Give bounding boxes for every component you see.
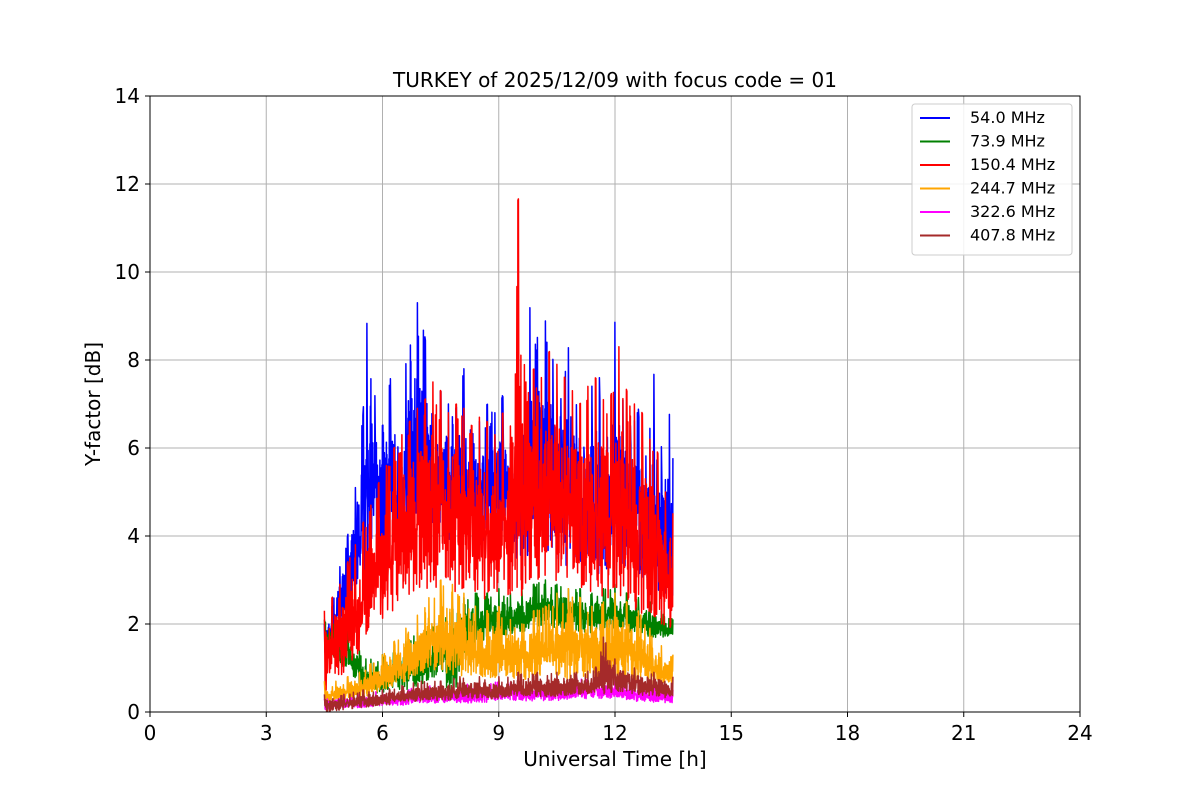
y-tick-label: 10: [115, 260, 140, 284]
x-tick-label: 21: [951, 721, 976, 745]
plot-area: [323, 198, 674, 713]
legend-label: 73.9 MHz: [970, 132, 1045, 151]
series-line-3: [323, 579, 674, 703]
legend-label: 407.8 MHz: [970, 226, 1055, 245]
legend-label: 150.4 MHz: [970, 155, 1055, 174]
x-tick-label: 6: [376, 721, 389, 745]
legend-label: 54.0 MHz: [970, 108, 1045, 127]
x-axis-label: Universal Time [h]: [523, 747, 706, 771]
x-tick-label: 15: [719, 721, 744, 745]
x-tick-label: 18: [835, 721, 860, 745]
series-line-2: [323, 198, 674, 691]
x-tick-label: 3: [260, 721, 273, 745]
legend-label: 322.6 MHz: [970, 202, 1055, 221]
legend: 54.0 MHz 73.9 MHz 150.4 MHz 244.7 MHz 322.6…: [911, 103, 1073, 256]
y-axis-label: Y-factor [dB]: [81, 342, 105, 467]
x-axis: 0 3 6 9 12 15 18 21 24: [144, 712, 1093, 745]
x-tick-label: 12: [602, 721, 627, 745]
legend-label: 244.7 MHz: [970, 179, 1055, 198]
legend-box: [911, 103, 1073, 256]
y-axis: 0 2 4 6 8 10 12 14: [115, 84, 150, 724]
y-tick-label: 0: [127, 700, 140, 724]
y-tick-label: 4: [127, 524, 140, 548]
y-tick-label: 12: [115, 172, 140, 196]
x-tick-label: 0: [144, 721, 157, 745]
y-tick-label: 8: [127, 348, 140, 372]
x-tick-label: 9: [492, 721, 505, 745]
y-tick-label: 14: [115, 84, 140, 108]
y-tick-label: 6: [127, 436, 140, 460]
series-line-5: [323, 636, 674, 713]
y-tick-label: 2: [127, 612, 140, 636]
x-tick-label: 24: [1067, 721, 1092, 745]
chart-title: TURKEY of 2025/12/09 with focus code = 0…: [392, 68, 837, 92]
